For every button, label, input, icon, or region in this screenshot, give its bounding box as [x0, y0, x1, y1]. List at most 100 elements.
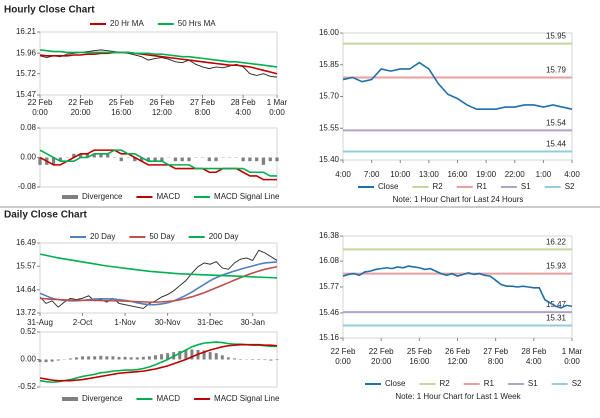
divergence-bar [118, 357, 121, 360]
divergence-bar [208, 158, 211, 162]
section-title: Daily Close Chart [4, 210, 87, 221]
divergence-bar [263, 360, 266, 361]
legend-label: 200 Day [209, 232, 239, 241]
x-tick-label: 28 Feb [231, 98, 256, 107]
divergence-bar [105, 356, 108, 359]
divergence-bar [251, 360, 254, 361]
divergence-bar [51, 360, 54, 362]
y-tick-label: 16.08 [319, 256, 340, 265]
divergence-bar [257, 360, 260, 361]
divergence-bar [69, 358, 72, 359]
y-tick-label: 16.21 [16, 27, 37, 36]
divergence-bar [87, 356, 90, 359]
x-tick-label: 30-Jan [240, 318, 264, 327]
divergence-bar [269, 158, 272, 162]
divergence-bar [45, 360, 48, 363]
divergence-bar [276, 360, 279, 361]
divergence-bar [154, 355, 157, 359]
divergence-bar [160, 354, 163, 359]
y-tick-label: 0.52 [20, 327, 36, 336]
pivot-label: 15.31 [546, 314, 567, 323]
legend-label: S1 [528, 379, 538, 388]
divergence-bar [57, 360, 60, 361]
divergence-bar [255, 158, 258, 162]
x-tick-label: 25 Feb [109, 98, 134, 107]
divergence-bar [124, 357, 127, 360]
divergence-bar [81, 356, 84, 359]
legend-label: R1 [484, 379, 495, 388]
divergence-bar [99, 356, 102, 360]
divergence-bar [181, 158, 184, 162]
x-tick-label: 22:00 [505, 170, 526, 179]
x-tick-label: 0:00 [335, 357, 351, 366]
legend-label: 20 Hr MA [110, 19, 144, 28]
legend-label: Divergence [82, 192, 123, 201]
divergence-bar [39, 360, 42, 363]
x-tick-label: 0:00 [269, 108, 285, 117]
divergence-bar [215, 353, 218, 359]
legend-label: MACD Signal Line [214, 192, 280, 201]
divergence-bar [187, 158, 190, 162]
x-tick-label: 1 Mar [267, 98, 288, 107]
x-tick-label: 4:00 [235, 108, 251, 117]
divergence-bar [227, 357, 230, 359]
y-tick-label: 15.16 [319, 333, 340, 342]
divergence-bar [239, 359, 242, 360]
pivot-label: 15.44 [546, 140, 567, 149]
x-tick-label: 12:00 [447, 357, 468, 366]
legend-label: S2 [565, 182, 575, 191]
x-tick-label: 8:00 [195, 108, 211, 117]
y-tick-label: 16.38 [319, 231, 340, 240]
divergence-bar [75, 357, 78, 359]
x-tick-label: 8:00 [488, 357, 504, 366]
x-tick-label: 0:00 [32, 108, 48, 117]
divergence-bar [241, 158, 244, 162]
legend-swatch [62, 397, 78, 401]
y-tick-label: 15.57 [16, 261, 37, 270]
y-tick-label: -0.08 [18, 182, 37, 191]
pivot-label: 15.93 [546, 262, 567, 271]
x-tick-label: 20:00 [71, 108, 92, 117]
x-tick-label: 16:00 [447, 170, 468, 179]
y-tick-label: 15.85 [319, 60, 340, 69]
y-tick-label: 16.49 [16, 238, 37, 247]
divergence-bar [269, 360, 272, 361]
x-tick-label: 0:00 [564, 357, 580, 366]
y-tick-label: 15.77 [319, 282, 340, 291]
divergence-bar [233, 358, 236, 359]
divergence-bar [111, 356, 114, 359]
divergence-bar [248, 158, 251, 162]
y-tick-label: 15.70 [319, 92, 340, 101]
pivot-label: 15.79 [546, 66, 567, 75]
x-tick-label: 26 Feb [149, 98, 174, 107]
y-tick-label: 15.40 [319, 155, 340, 164]
y-tick-label: 0.00 [20, 153, 36, 162]
legend-swatch [62, 195, 78, 199]
y-tick-label: 14.64 [16, 285, 37, 294]
chart-note: Note: 1 Hour Chart for Last 1 Week [395, 392, 521, 401]
x-tick-label: 22 Feb [331, 347, 356, 356]
x-tick-label: 1-Nov [114, 318, 135, 327]
x-tick-label: 30-Nov [155, 318, 181, 327]
divergence-bar [93, 356, 96, 359]
section-title: Hourly Close Chart [4, 5, 95, 16]
divergence-bar [148, 356, 151, 359]
legend-label: MACD [156, 192, 180, 201]
legend-label: 20 Day [90, 232, 115, 241]
pivot-label: 15.54 [546, 118, 567, 127]
divergence-bar [130, 357, 133, 359]
divergence-bar [221, 355, 224, 359]
y-tick-label: 0.08 [20, 123, 36, 132]
chart-note: Note: 1 Hour Chart for Last 24 Hours [393, 195, 524, 204]
x-tick-label: 16:00 [409, 357, 430, 366]
legend-label: R2 [432, 182, 443, 191]
x-tick-label: 20:00 [371, 357, 392, 366]
divergence-bar [214, 158, 217, 162]
x-tick-label: 22 Feb [68, 98, 93, 107]
x-tick-label: 28 Feb [521, 347, 546, 356]
x-tick-label: 7:00 [364, 170, 380, 179]
legend-label: Close [385, 379, 406, 388]
x-tick-label: 1:00 [536, 170, 552, 179]
x-tick-label: 1 Mar [562, 347, 583, 356]
legend-label: 50 Hrs MA [178, 19, 216, 28]
